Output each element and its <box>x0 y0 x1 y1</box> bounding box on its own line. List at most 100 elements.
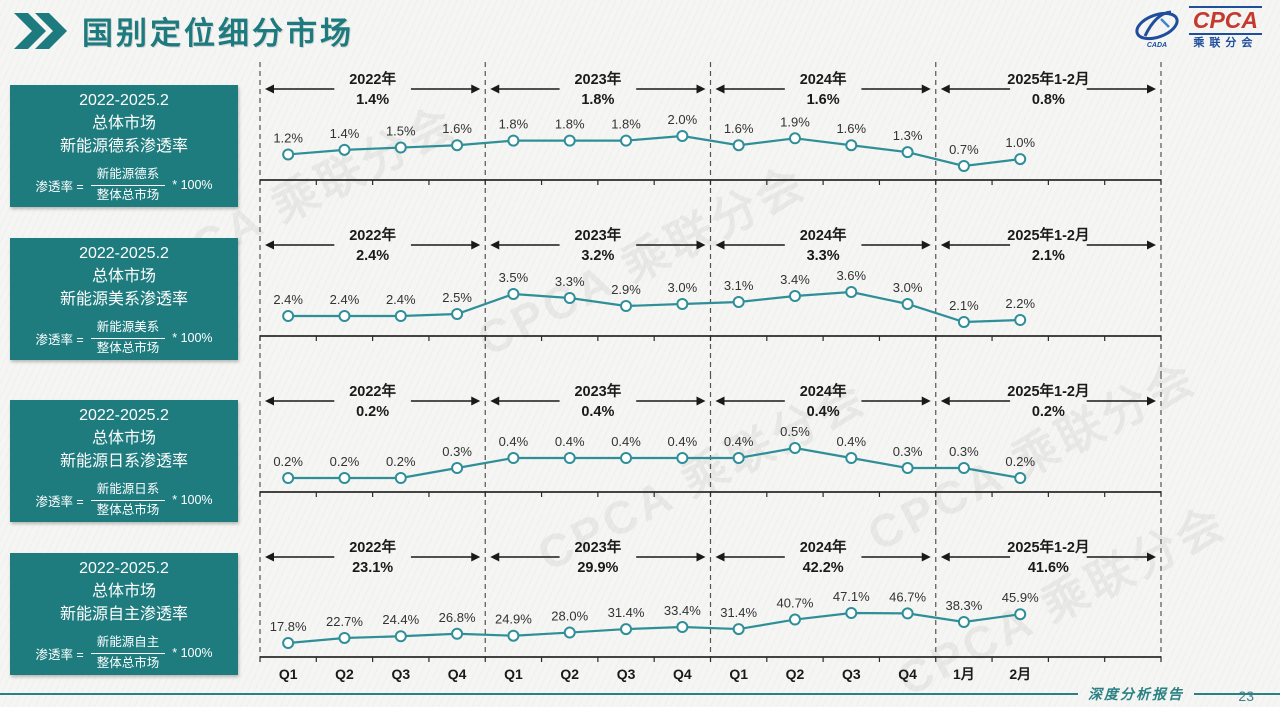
label: 0.5% <box>780 424 810 439</box>
label: 2.1% <box>949 298 979 313</box>
formula-numerator: 新能源自主 <box>90 635 166 654</box>
data-point <box>563 292 576 304</box>
formula-fraction: 新能源日系 整体总市场 <box>90 482 166 518</box>
data-point <box>282 472 295 484</box>
data-point <box>732 139 745 152</box>
label: 0.8% <box>1032 92 1065 108</box>
segment-arrowhead <box>490 396 500 406</box>
label: 1.5% <box>386 124 416 139</box>
formula-multiplier: * 100% <box>172 331 213 346</box>
formula-multiplier: * 100% <box>172 178 213 193</box>
data-point <box>676 621 689 634</box>
segment-arrowhead <box>940 84 950 94</box>
label: 2025年1-2月 <box>1007 70 1089 88</box>
data-point <box>1014 472 1027 484</box>
label: 2.9% <box>611 282 641 297</box>
cpca-swoosh-icon: CADA <box>1135 10 1179 49</box>
segment-arrowhead <box>490 552 500 562</box>
double-chevron-icon <box>14 12 67 49</box>
footer: 深度分析报告 <box>0 684 1280 704</box>
segment-arrowhead <box>471 84 481 94</box>
line-chart-domestic-penetration: 2022年 23.1% 2023年 29.9% 2024年 42.2% 2025年1-2月 4… <box>259 530 1162 682</box>
label: 3.4% <box>780 272 810 287</box>
segment-arrowhead <box>696 552 706 562</box>
data-point <box>901 146 914 159</box>
data-point <box>394 310 407 322</box>
data-point <box>957 616 970 629</box>
data-point <box>732 296 745 308</box>
data-point <box>620 623 633 636</box>
metric-panel-domestic: 2022-2025.2 总体市场 新能源自主渗透率 渗透率 = 新能源自主 整体… <box>10 553 238 675</box>
data-point <box>563 626 576 639</box>
label: 0.4% <box>499 434 529 449</box>
formula-denominator: 整体总市场 <box>96 187 160 202</box>
cpca-logo: CADA CPCA 乘联分会 <box>1131 6 1262 49</box>
segment-arrowhead <box>265 240 274 250</box>
segment-arrowhead <box>921 552 931 562</box>
panel-period: 2022-2025.2 <box>79 559 169 577</box>
data-point <box>282 148 295 161</box>
label: Q2 <box>335 666 354 682</box>
label: 2.4% <box>386 292 416 307</box>
label: 2024年 <box>800 382 847 400</box>
data-point <box>563 134 576 147</box>
label: 1.2% <box>273 130 303 145</box>
data-point <box>845 139 858 152</box>
segment-arrowhead <box>471 396 481 406</box>
penetration-formula: 渗透率 = 新能源自主 整体总市场 * 100% <box>35 635 212 671</box>
segment-arrowhead <box>921 396 931 406</box>
label: 2.4% <box>330 292 360 307</box>
label: Q2 <box>560 666 579 682</box>
formula-numerator: 新能源美系 <box>90 320 166 339</box>
segment-arrowhead <box>490 240 500 250</box>
data-point <box>338 631 351 644</box>
data-point <box>451 139 464 152</box>
label: 0.3% <box>893 444 923 459</box>
label: 1.8% <box>499 117 529 132</box>
data-point <box>788 290 801 302</box>
data-point <box>620 452 633 464</box>
label: Q2 <box>786 666 805 682</box>
formula-numerator: 新能源日系 <box>90 482 166 501</box>
label: 0.2% <box>1005 454 1035 469</box>
label: 0.7% <box>949 142 979 157</box>
label: Q4 <box>898 666 917 682</box>
label: 0.2% <box>356 404 389 420</box>
label: 2.4% <box>356 248 389 264</box>
label: 3.3% <box>807 248 840 264</box>
logo-text: CPCA 乘联分会 <box>1188 6 1262 49</box>
label: 23.1% <box>352 560 393 576</box>
data-point <box>507 629 520 642</box>
label: 2023年 <box>574 538 621 556</box>
label: 2024年 <box>800 538 847 556</box>
segment-arrowhead <box>471 552 481 562</box>
data-point <box>1014 314 1027 326</box>
label: 41.6% <box>1028 560 1069 576</box>
label: 0.2% <box>273 454 303 469</box>
penetration-formula: 渗透率 = 新能源德系 整体总市场 * 100% <box>35 167 212 203</box>
label: 45.9% <box>1002 590 1039 605</box>
label: 3.6% <box>836 268 866 283</box>
label: 28.0% <box>551 609 588 624</box>
logo-subtitle: 乘联分会 <box>1193 37 1258 49</box>
label: Q3 <box>391 666 410 682</box>
formula-fraction: 新能源德系 整体总市场 <box>90 167 166 203</box>
data-point <box>845 452 858 464</box>
label: 3.0% <box>668 280 698 295</box>
label: 2023年 <box>574 226 621 244</box>
label: 2025年1-2月 <box>1007 538 1089 556</box>
data-point <box>845 286 858 298</box>
label: 1.0% <box>1005 135 1035 150</box>
line-chart-american-penetration: 2022年 2.4% 2023年 3.2% 2024年 3.3% 2025年1-2月 2.1%… <box>259 218 1162 374</box>
chart-row-domestic: 2022年 23.1% 2023年 29.9% 2024年 42.2% 2025年1-2月 4… <box>258 530 1163 686</box>
data-point <box>676 298 689 310</box>
segment-arrowhead <box>940 396 950 406</box>
data-point <box>620 300 633 312</box>
label: 1.8% <box>611 117 641 132</box>
footer-rule-left <box>0 693 1078 695</box>
data-point <box>620 134 633 147</box>
label: 2.1% <box>1032 248 1065 264</box>
label: Q4 <box>673 666 692 682</box>
label: 0.4% <box>836 434 866 449</box>
